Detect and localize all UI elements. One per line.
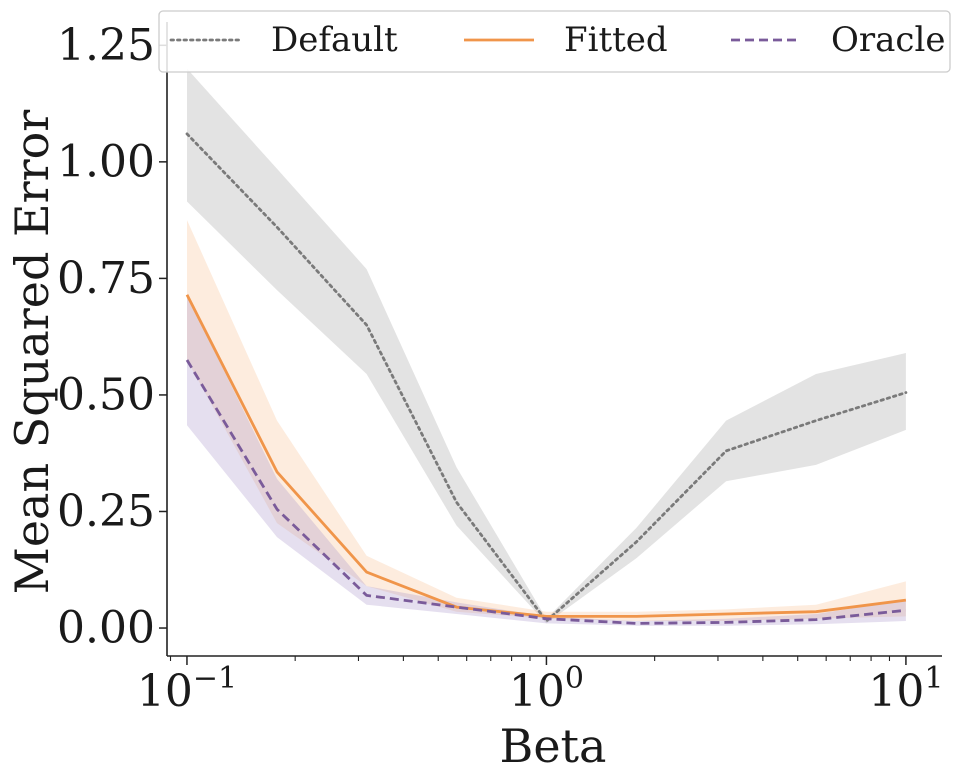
legend-label-default: Default <box>271 20 398 60</box>
series-lines <box>185 132 908 625</box>
y-ticks: 0.00 0.25 0.50 0.75 1.00 1.25 <box>57 20 167 654</box>
x-tick-label: 101 <box>868 661 943 717</box>
y-tick-label: 1.00 <box>57 136 155 187</box>
y-axis-title: Mean Squared Error <box>5 110 59 595</box>
y-tick-label: 0.75 <box>57 253 155 304</box>
y-tick-label: 1.25 <box>57 20 155 71</box>
legend-label-oracle: Oracle <box>831 20 945 60</box>
x-ticks: 10−1 100 101 <box>137 656 943 717</box>
y-tick-label: 0.00 <box>57 603 155 654</box>
line-fitted <box>185 294 907 618</box>
x-tick-label: 10−1 <box>137 661 237 717</box>
legend-box <box>158 10 951 73</box>
y-tick-label: 0.25 <box>57 486 155 537</box>
x-tick-label: 100 <box>509 661 584 717</box>
legend-label-fitted: Fitted <box>564 20 668 60</box>
line-default <box>185 132 908 623</box>
y-tick-label: 0.50 <box>57 369 155 420</box>
legend: Default Fitted Oracle <box>158 10 951 73</box>
line-oracle <box>185 359 907 625</box>
x-axis-title: Beta <box>500 719 607 773</box>
axes <box>166 22 942 657</box>
confidence-bands <box>187 68 906 626</box>
